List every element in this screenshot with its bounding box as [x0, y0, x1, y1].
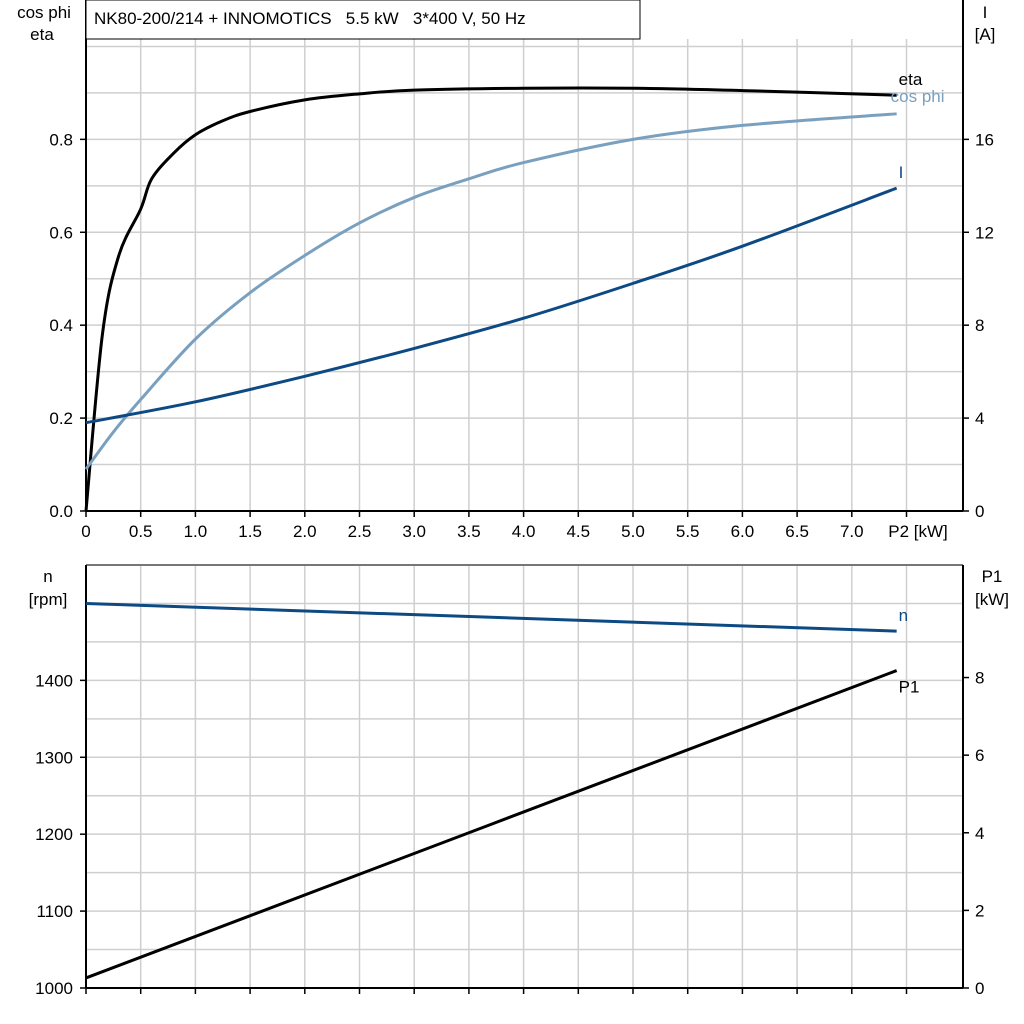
right-tick-label: 0	[975, 979, 984, 998]
left-tick-label: 1200	[35, 825, 73, 844]
right-tick-label: 6	[975, 746, 984, 765]
left-tick-label: 1400	[35, 671, 73, 690]
x-tick-label: 0.5	[129, 522, 153, 541]
x-tick-label: 7.0	[840, 522, 864, 541]
x-tick-label: 4.5	[566, 522, 590, 541]
series-label-n: n	[899, 606, 908, 625]
left-tick-label: 0.2	[49, 409, 73, 428]
x-tick-label: 2.5	[348, 522, 372, 541]
x-tick-label: 6.0	[731, 522, 755, 541]
left-tick-label: 1300	[35, 748, 73, 767]
left-tick-label: 0.8	[49, 130, 73, 149]
series-line-p1	[85, 669, 898, 980]
series-label-eta: eta	[899, 70, 923, 89]
top-grid: 0.0 0.2 0.4 0.6 0.8 0 4 8 12 16 0 0.5 1.0 1.5 2.0 2.5 3.…	[49, 0, 994, 541]
x-tick-label: 1.5	[238, 522, 262, 541]
series-line-eta	[84, 86, 897, 512]
right-tick-label: 2	[975, 901, 984, 920]
x-tick-label: 1.0	[184, 522, 208, 541]
bottom-grid: 1000 1100 1200 1300 1400 0 2 4 6 8	[35, 564, 984, 998]
left-tick-label: 1000	[35, 979, 73, 998]
right-tick-label: 8	[975, 316, 984, 335]
left-axis-label-n: n	[43, 567, 52, 586]
x-tick-label: 3.0	[402, 522, 426, 541]
right-tick-label: 16	[975, 130, 994, 149]
left-tick-label: 0.4	[49, 316, 73, 335]
x-tick-label: 4.0	[512, 522, 536, 541]
series-label-p1: P1	[899, 678, 920, 697]
right-axis-unit-kw: [kW]	[975, 590, 1009, 609]
right-tick-label: 8	[975, 669, 984, 688]
left-tick-label: 0.0	[49, 502, 73, 521]
left-axis-label-eta: eta	[30, 25, 54, 44]
series-label-cos-phi: cos phi	[891, 87, 945, 106]
x-tick-label: 6.5	[785, 522, 809, 541]
x-tick-label: 5.5	[676, 522, 700, 541]
right-tick-label: 4	[975, 409, 984, 428]
title-box	[85, 0, 641, 40]
right-tick-label: 4	[975, 824, 984, 843]
right-tick-label: 0	[975, 502, 984, 521]
series-line-cos-phi	[84, 112, 897, 471]
left-axis-unit-rpm: [rpm]	[29, 590, 68, 609]
x-tick-label: 2.0	[293, 522, 317, 541]
x-tick-label: 0	[81, 522, 90, 541]
left-tick-label: 1100	[36, 902, 73, 921]
x-axis-label: P2 [kW]	[888, 522, 948, 541]
right-tick-label: 12	[975, 223, 994, 242]
series-line-i	[85, 186, 898, 425]
right-axis-unit-a: [A]	[975, 25, 996, 44]
x-tick-label: 3.5	[457, 522, 481, 541]
chart-title: NK80-200/214 + INNOMOTICS 5.5 kW 3*400 V…	[94, 9, 526, 28]
right-axis-label-i: I	[983, 3, 988, 22]
series-line-n	[85, 601, 897, 633]
left-axis-label-cosphi: cos phi	[17, 3, 71, 22]
right-axis-label-p1: P1	[982, 567, 1003, 586]
left-tick-label: 0.6	[49, 223, 73, 242]
series-label-i: I	[899, 163, 904, 182]
x-tick-label: 5.0	[621, 522, 645, 541]
